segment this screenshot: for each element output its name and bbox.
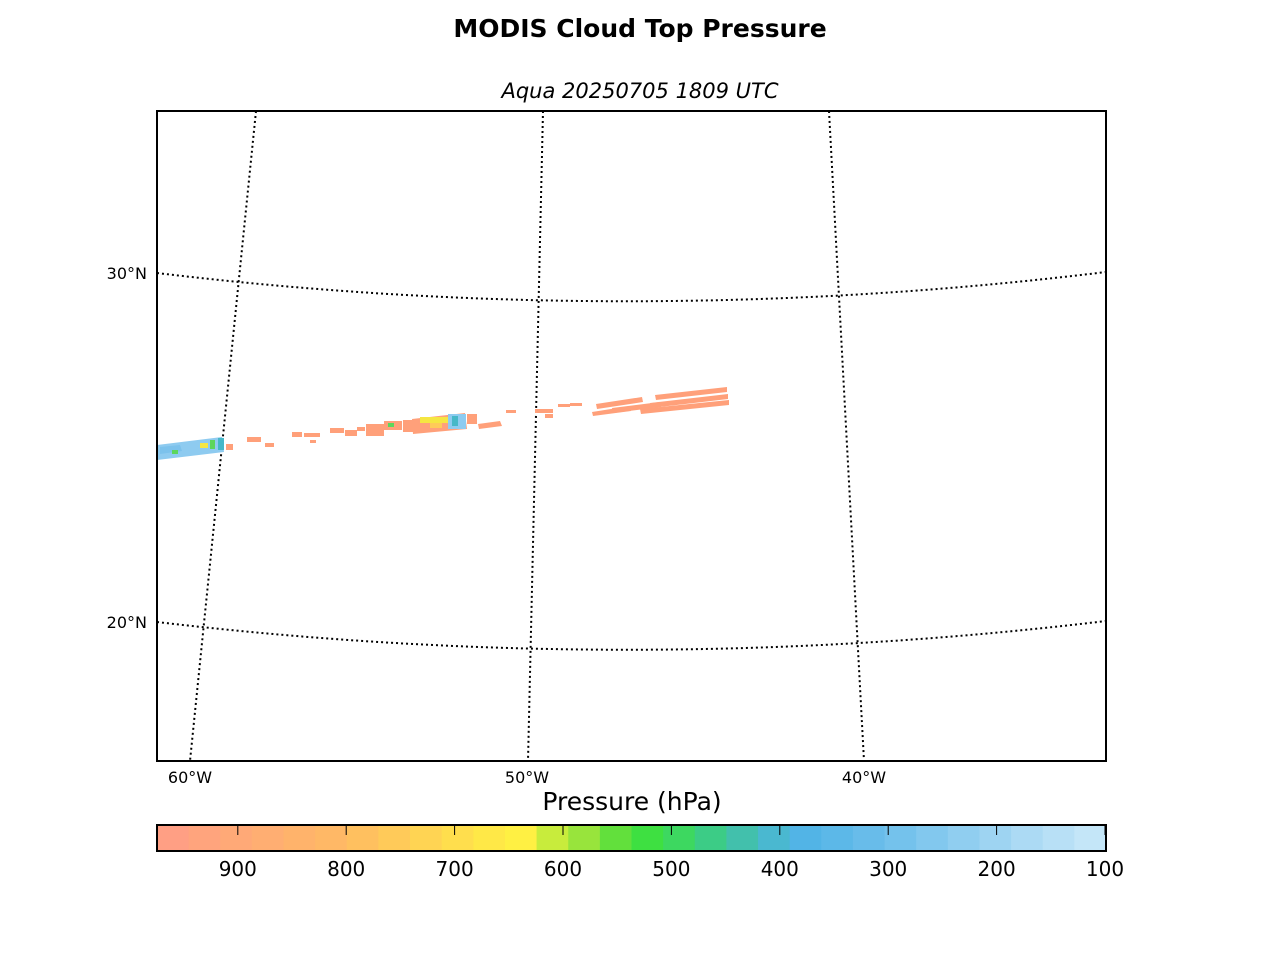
colorbar-swatch — [1074, 825, 1107, 851]
colorbar-swatches — [157, 825, 1107, 851]
lat-label-20n: 20°N — [107, 613, 147, 632]
colorbar-swatch — [473, 825, 506, 851]
lat-line-20n — [157, 620, 1106, 651]
colorbar-label: Pressure (hPa) — [542, 787, 722, 816]
colorbar-swatch — [979, 825, 1012, 851]
colorbar-tick-label: 300 — [869, 857, 907, 881]
colorbar-swatch — [251, 825, 285, 851]
colorbar-swatch — [726, 825, 759, 851]
colorbar-swatch — [188, 825, 221, 851]
colorbar-swatch — [504, 825, 538, 851]
colorbar-swatch — [694, 825, 727, 851]
colorbar-tick-label: 700 — [436, 857, 474, 881]
lon-line-50w — [527, 111, 544, 761]
colorbar-swatch — [283, 825, 316, 851]
lat-label-30n: 30°N — [107, 264, 147, 283]
colorbar-swatch — [378, 825, 411, 851]
cloud-swath — [157, 387, 729, 460]
colorbar-frame — [156, 824, 1107, 852]
lon-line-40w — [828, 111, 865, 761]
colorbar-swatch — [346, 825, 380, 851]
colorbar-tick-label: 100 — [1086, 857, 1124, 881]
graticule — [157, 111, 1106, 761]
colorbar-swatch — [663, 825, 696, 851]
colorbar-swatch — [947, 825, 981, 851]
colorbar-swatch — [789, 825, 822, 851]
colorbar-swatch — [157, 825, 190, 851]
colorbar-swatch — [852, 825, 886, 851]
colorbar-ticks: 900 800 700 600 500 400 300 200 100 — [219, 825, 1124, 881]
colorbar-swatch — [758, 825, 791, 851]
lon-label-50w: 50°W — [505, 768, 549, 787]
lon-label-40w: 40°W — [842, 768, 886, 787]
chart-subtitle: Aqua 20250705 1809 UTC — [501, 79, 779, 103]
colorbar-tick-label: 800 — [327, 857, 365, 881]
map-frame — [156, 110, 1107, 762]
colorbar-swatch — [220, 825, 253, 851]
map-panel: 30°N 20°N 60°W 50°W 40°W — [107, 110, 1107, 787]
colorbar-swatch — [410, 825, 443, 851]
chart-title: MODIS Cloud Top Pressure — [453, 14, 827, 43]
colorbar-swatch — [821, 825, 854, 851]
colorbar-tick-label: 400 — [761, 857, 799, 881]
colorbar-tick-label: 200 — [978, 857, 1016, 881]
colorbar-swatch — [315, 825, 348, 851]
colorbar-swatch — [884, 825, 917, 851]
colorbar-tick-label: 900 — [219, 857, 257, 881]
colorbar-swatch — [631, 825, 664, 851]
lon-line-60w — [189, 111, 257, 761]
colorbar-tick-label: 500 — [652, 857, 690, 881]
colorbar-tick-label: 600 — [544, 857, 582, 881]
lat-line-30n — [157, 271, 1106, 303]
colorbar-swatch — [441, 825, 474, 851]
colorbar-swatch — [1042, 825, 1075, 851]
lon-label-60w: 60°W — [168, 768, 212, 787]
colorbar-swatch — [916, 825, 949, 851]
colorbar-swatch — [536, 825, 569, 851]
colorbar-swatch — [1011, 825, 1044, 851]
colorbar-swatch — [599, 825, 633, 851]
colorbar-swatch — [568, 825, 601, 851]
